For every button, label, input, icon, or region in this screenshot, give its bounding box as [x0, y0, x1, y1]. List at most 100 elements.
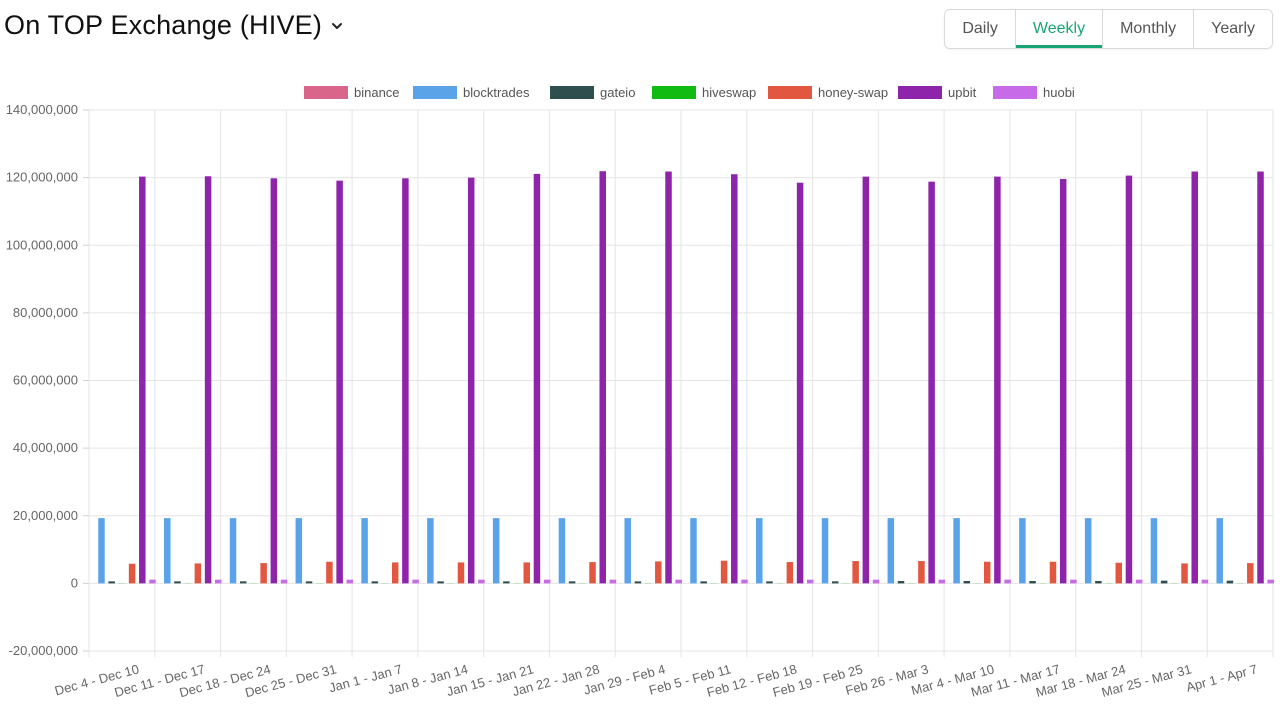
legend-swatch [768, 86, 812, 99]
bar-honey-swap [260, 563, 267, 584]
bar-upbit [1191, 171, 1198, 584]
bar-honey-swap [326, 561, 333, 584]
bar-blocktrades [1216, 518, 1223, 584]
bar-blocktrades [229, 518, 237, 584]
y-tick-label: 20,000,000 [13, 508, 78, 523]
y-tick-label: 60,000,000 [13, 373, 78, 388]
bar-honey-swap [457, 562, 465, 584]
bar-huobi [1135, 579, 1143, 584]
legend-label: honey-swap [818, 85, 888, 100]
bar-blocktrades [427, 518, 434, 584]
bar-upbit [467, 177, 475, 584]
bar-gateio [766, 581, 773, 584]
bar-gateio [831, 581, 839, 584]
legend-label: hiveswap [702, 85, 756, 100]
bar-huobi [1267, 579, 1274, 584]
bar-gateio [1226, 580, 1234, 584]
bar-upbit [665, 171, 672, 584]
bar-blocktrades [492, 518, 500, 584]
bar-upbit [204, 176, 212, 584]
legend-swatch [304, 86, 348, 99]
bar-huobi [741, 579, 748, 584]
tab-weekly[interactable]: Weekly [1015, 10, 1104, 48]
bar-upbit [599, 171, 606, 584]
bar-blocktrades [624, 518, 631, 584]
bar-huobi [872, 579, 880, 584]
bar-huobi [675, 579, 682, 584]
bar-blocktrades [821, 518, 829, 584]
bar-blocktrades [558, 518, 566, 584]
bar-huobi [807, 579, 814, 584]
bar-huobi [609, 579, 617, 584]
bar-huobi [412, 579, 419, 584]
bar-blocktrades [690, 518, 697, 584]
bar-honey-swap [983, 561, 991, 584]
bar-honey-swap [786, 562, 794, 584]
legend-label: gateio [600, 85, 635, 100]
bar-honey-swap [1181, 563, 1188, 584]
legend-label: binance [354, 85, 400, 100]
bar-upbit [1125, 175, 1133, 584]
legend-item-honey-swap: honey-swap [768, 85, 888, 100]
bar-huobi [346, 579, 354, 584]
bar-blocktrades [1150, 518, 1158, 584]
bar-honey-swap [128, 563, 136, 584]
legend-swatch [993, 86, 1037, 99]
bar-gateio [371, 581, 379, 584]
bar-honey-swap [852, 561, 859, 584]
y-tick-label: 120,000,000 [6, 170, 78, 185]
legend-item-binance: binance [304, 85, 400, 100]
bar-upbit [994, 176, 1001, 584]
bar-gateio [568, 581, 576, 584]
period-tabs: Daily Weekly Monthly Yearly [944, 9, 1273, 49]
bar-upbit [139, 176, 146, 584]
page-title-dropdown[interactable]: On TOP Exchange (HIVE) [4, 10, 344, 41]
x-tick-label: Apr 1 - Apr 7 [1185, 661, 1259, 694]
bar-upbit [1257, 171, 1264, 584]
legend-label: blocktrades [463, 85, 530, 100]
legend-swatch [652, 86, 696, 99]
bar-honey-swap [1115, 562, 1123, 584]
bar-huobi [280, 579, 288, 584]
page-title: On TOP Exchange (HIVE) [4, 10, 323, 40]
bar-honey-swap [589, 562, 596, 584]
legend-swatch [898, 86, 942, 99]
bar-honey-swap [918, 561, 925, 584]
legend-item-huobi: huobi [993, 85, 1075, 100]
bar-gateio [634, 581, 642, 584]
bar-huobi [1070, 579, 1077, 584]
bar-honey-swap [1247, 563, 1254, 584]
bar-gateio [503, 581, 510, 584]
legend-label: upbit [948, 85, 977, 100]
y-tick-label: 100,000,000 [6, 237, 78, 252]
bar-honey-swap [1049, 561, 1057, 584]
legend-swatch [413, 86, 457, 99]
y-tick-label: 0 [71, 575, 78, 590]
bar-huobi [1201, 579, 1209, 584]
bar-upbit [862, 176, 870, 584]
bar-huobi [543, 579, 551, 584]
bar-huobi [215, 579, 222, 584]
bar-gateio [897, 581, 905, 584]
bar-gateio [437, 581, 444, 584]
bar-blocktrades [1019, 518, 1026, 584]
chart-legend: binance blocktrades gateio hiveswap honey-sw… [304, 85, 1075, 100]
bar-gateio [1029, 581, 1036, 584]
y-tick-label: -20,000,000 [9, 643, 78, 658]
bar-upbit [533, 173, 541, 584]
bar-upbit [796, 182, 804, 584]
y-tick-label: 140,000,000 [6, 102, 78, 117]
tab-monthly[interactable]: Monthly [1103, 10, 1195, 48]
tab-daily[interactable]: Daily [945, 10, 1016, 48]
legend-item-upbit: upbit [898, 85, 977, 100]
bar-gateio [305, 581, 313, 584]
tab-yearly[interactable]: Yearly [1194, 10, 1272, 48]
bar-honey-swap [655, 561, 662, 584]
y-tick-label: 40,000,000 [13, 440, 78, 455]
bar-gateio [108, 581, 115, 584]
bar-gateio [174, 581, 181, 584]
bar-upbit [731, 174, 738, 584]
legend-item-gateio: gateio [550, 85, 635, 100]
bar-blocktrades [164, 518, 171, 584]
